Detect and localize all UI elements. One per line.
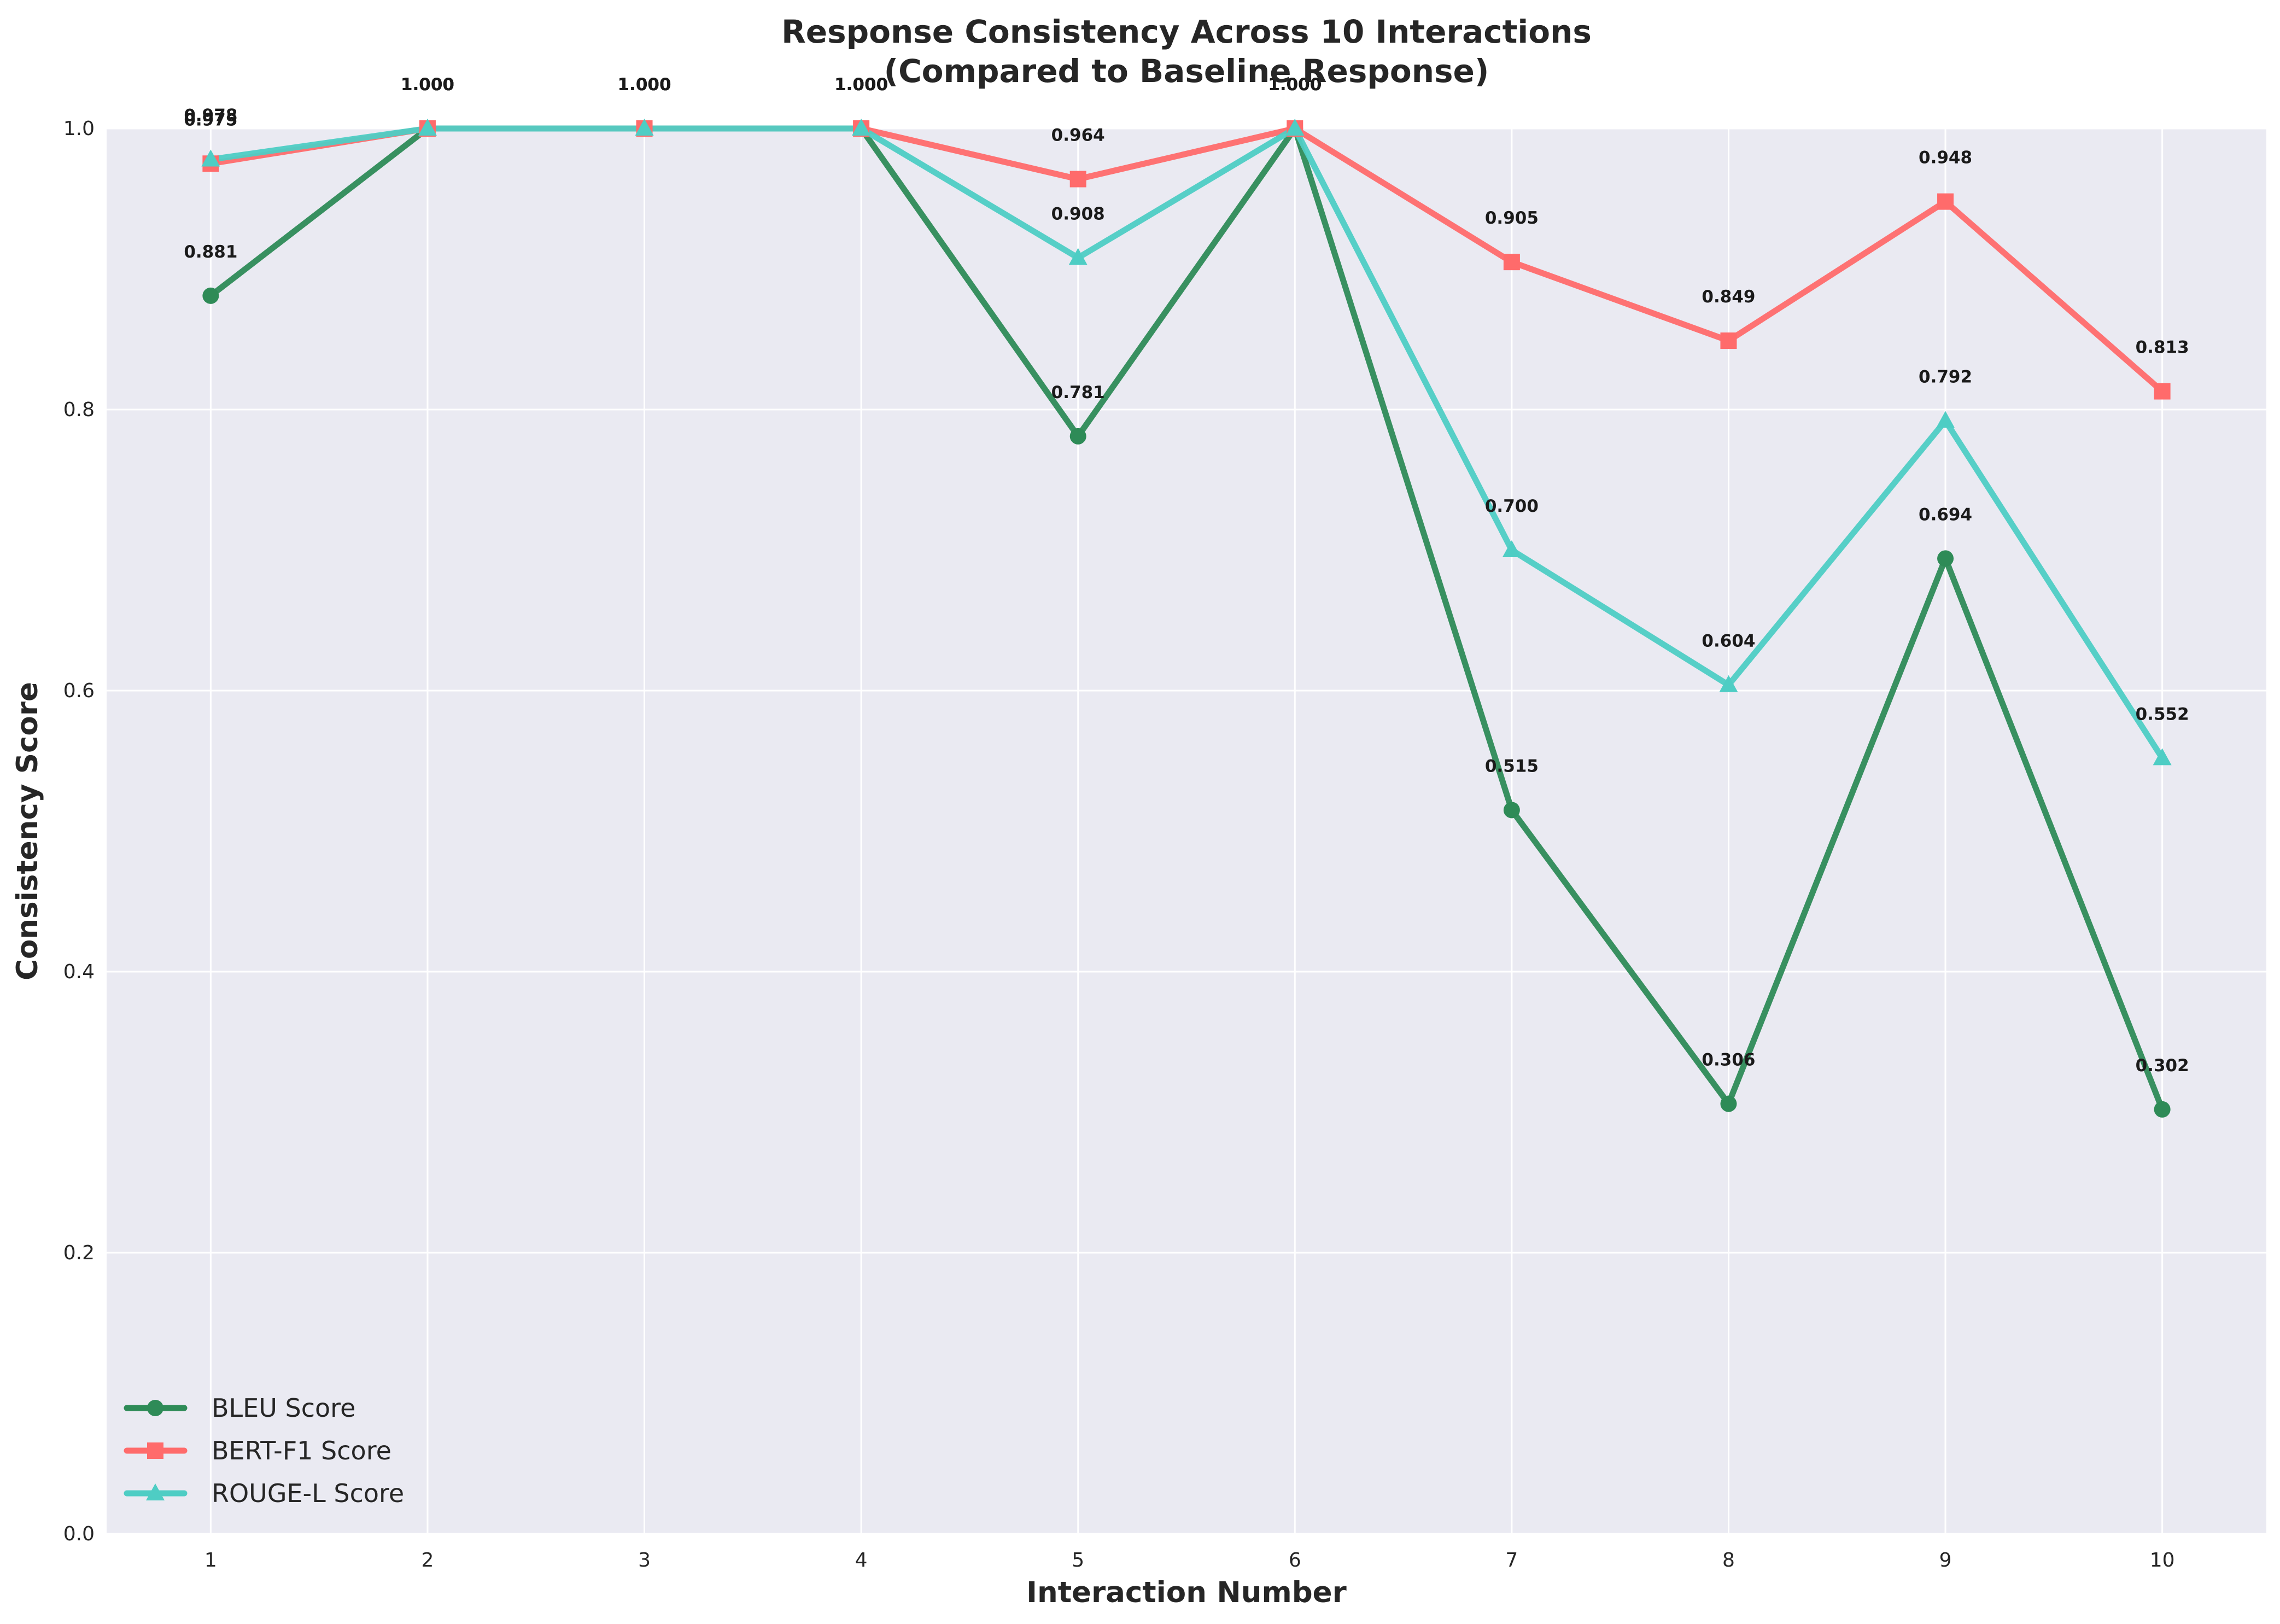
data-point [1068,248,1088,265]
data-label: 1.000 [1268,75,1322,95]
x-tick-label: 10 [2150,1549,2175,1572]
y-tick-label: 0.2 [63,1242,95,1264]
data-point [1503,802,1520,819]
data-labels: 0.881 1.000 1.000 1.000 0.781 1.000 0.515 0.306… [184,75,2189,1076]
data-label: 1.000 [618,75,671,95]
data-point [1937,193,1954,210]
data-label: 0.978 [184,106,237,126]
data-label: 0.302 [2136,1056,2189,1076]
data-point [1937,550,1954,567]
data-point [201,149,220,167]
y-tick-label: 0.6 [63,680,95,702]
y-tick-label: 0.8 [63,399,95,421]
data-label: 1.000 [834,75,888,95]
x-tick-label: 9 [1939,1549,1952,1572]
data-label: 1.000 [401,75,454,95]
data-point [2153,748,2172,766]
data-point [635,119,654,136]
y-tick-label: 0.0 [63,1523,95,1545]
chart-title: Response Consistency Across 10 Interacti… [781,13,1592,50]
plot-area [107,128,2266,1534]
data-label: 1.000 [1268,75,1322,95]
data-label: 0.552 [2136,704,2189,724]
x-tick-label: 6 [1289,1549,1301,1572]
data-label: 0.908 [1051,204,1105,224]
series-markers [201,119,2172,1118]
legend-entry: BERT-F1 Score [212,1436,391,1465]
data-label: 0.905 [1485,208,1539,228]
grid [107,127,2266,1535]
data-label: 0.813 [2136,338,2189,358]
chart-subtitle: (Compared to Baseline Response) [884,52,1489,90]
data-label: 0.881 [184,242,237,262]
data-point [1720,332,1737,349]
x-axis-label: Interaction Number [1026,1576,1346,1609]
legend-marker [147,1400,163,1416]
data-label: 0.948 [1919,148,1972,168]
x-tick-label: 4 [855,1549,868,1572]
data-label: 1.000 [618,75,671,95]
y-axis-label: Consistency Score [11,682,44,980]
tick-labels: 0.0 0.2 0.4 0.6 0.8 1.0 1 2 3 4 5 6 7 8 9 10 [63,118,2175,1572]
series-lines [207,125,2166,1113]
data-label: 1.000 [401,75,454,95]
legend-marker [146,1483,165,1500]
data-label: 1.000 [834,75,888,95]
legend-entry: ROUGE-L Score [212,1479,404,1508]
data-point [1719,675,1738,692]
data-label: 0.694 [1919,505,1972,524]
data-point [1069,428,1086,445]
data-point [202,287,219,304]
data-label: 1.000 [618,75,671,95]
data-point [2154,1101,2171,1118]
data-label: 1.000 [1268,75,1322,95]
data-label: 0.306 [1702,1050,1755,1070]
series-line-3 [207,125,2166,761]
y-tick-label: 1.0 [63,118,95,140]
data-label: 1.000 [834,75,888,95]
data-label: 0.792 [1919,367,1972,387]
data-point [418,119,437,136]
data-point [1503,254,1520,271]
x-tick-label: 5 [1072,1549,1084,1572]
data-label: 1.000 [401,75,454,95]
legend-entry: BLEU Score [212,1393,355,1423]
data-point [1502,540,1521,557]
data-label: 0.964 [1051,126,1105,145]
x-tick-label: 7 [1505,1549,1518,1572]
data-label: 0.781 [1051,383,1105,402]
legend: BLEU Score BERT-F1 Score ROUGE-L Score [124,1393,404,1508]
data-point [852,119,871,136]
x-tick-label: 8 [1722,1549,1735,1572]
x-tick-label: 2 [421,1549,434,1572]
data-point [1936,411,1955,428]
legend-marker [147,1442,163,1459]
data-point [1069,171,1086,188]
data-label: 0.604 [1702,632,1755,651]
data-point [2154,383,2171,400]
data-label: 0.975 [184,110,237,130]
data-label: 0.700 [1485,496,1539,516]
y-tick-label: 0.4 [63,961,95,983]
data-label: 0.849 [1702,287,1755,307]
data-label: 0.515 [1485,756,1539,776]
x-tick-label: 3 [638,1549,651,1572]
x-tick-label: 1 [204,1549,217,1572]
data-point [1285,119,1305,136]
data-point [1720,1095,1737,1112]
